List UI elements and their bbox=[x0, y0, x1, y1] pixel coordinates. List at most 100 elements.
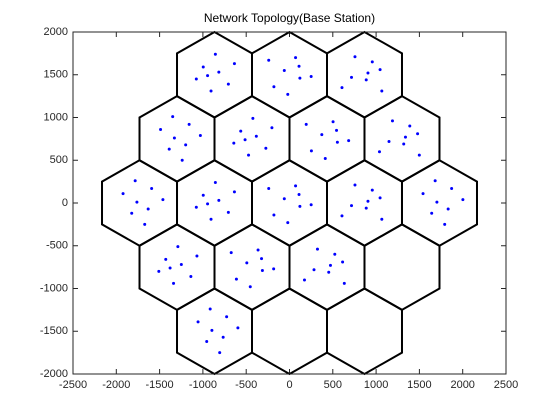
axes-box bbox=[72, 31, 507, 375]
user-point bbox=[194, 77, 198, 81]
user-point bbox=[286, 92, 290, 96]
user-point bbox=[171, 115, 175, 119]
user-point bbox=[416, 132, 420, 136]
user-point bbox=[335, 140, 339, 144]
user-point bbox=[433, 179, 437, 183]
user-point bbox=[229, 251, 233, 255]
user-point bbox=[206, 74, 210, 78]
user-point bbox=[206, 202, 210, 206]
user-point bbox=[302, 278, 306, 282]
user-point bbox=[267, 186, 271, 190]
user-point bbox=[327, 270, 331, 274]
user-point bbox=[380, 217, 384, 221]
user-point bbox=[304, 122, 308, 126]
user-point bbox=[254, 134, 258, 138]
user-point bbox=[239, 129, 243, 133]
user-point bbox=[270, 126, 274, 130]
user-point bbox=[208, 307, 212, 311]
user-point bbox=[201, 65, 205, 69]
user-point bbox=[408, 124, 412, 128]
user-point bbox=[187, 122, 191, 126]
user-point bbox=[364, 206, 368, 210]
x-tick-label: 2000 bbox=[450, 379, 474, 391]
user-point bbox=[267, 58, 271, 62]
user-point bbox=[226, 82, 230, 86]
user-point bbox=[159, 127, 163, 131]
user-point bbox=[312, 268, 316, 272]
user-point bbox=[176, 245, 180, 249]
user-point bbox=[272, 85, 276, 89]
user-point bbox=[297, 64, 301, 68]
user-point bbox=[335, 128, 339, 132]
user-point bbox=[143, 222, 147, 226]
user-point bbox=[402, 142, 406, 146]
user-point bbox=[315, 247, 319, 251]
user-point bbox=[234, 277, 238, 281]
user-point bbox=[248, 285, 252, 289]
user-point bbox=[133, 179, 137, 183]
user-point bbox=[179, 263, 183, 267]
user-point bbox=[309, 74, 313, 78]
user-point bbox=[218, 351, 222, 355]
user-point bbox=[236, 326, 240, 330]
user-point bbox=[210, 328, 214, 332]
user-point bbox=[377, 150, 381, 154]
user-point bbox=[342, 281, 346, 285]
x-tick-label: -1500 bbox=[146, 379, 174, 391]
user-point bbox=[461, 198, 465, 202]
user-point bbox=[450, 186, 454, 190]
user-point bbox=[180, 158, 184, 162]
user-point bbox=[380, 89, 384, 93]
user-point bbox=[157, 269, 161, 273]
y-tick-label: -1000 bbox=[40, 282, 68, 294]
user-point bbox=[366, 71, 370, 75]
user-point bbox=[320, 133, 324, 137]
x-tick-label: -1000 bbox=[189, 379, 217, 391]
y-tick-label: 2000 bbox=[44, 26, 68, 38]
user-point bbox=[272, 213, 276, 217]
user-point bbox=[195, 254, 199, 258]
user-point bbox=[403, 135, 407, 139]
user-point bbox=[340, 214, 344, 218]
user-point bbox=[417, 153, 421, 157]
user-point bbox=[272, 267, 276, 271]
user-point bbox=[232, 141, 236, 145]
user-point bbox=[264, 146, 268, 150]
x-tick-label: 0 bbox=[286, 379, 292, 391]
x-tick-label: 500 bbox=[324, 379, 342, 391]
user-point bbox=[421, 192, 425, 196]
user-point bbox=[172, 136, 176, 140]
user-point bbox=[298, 76, 302, 80]
x-tick-label: 1000 bbox=[364, 379, 388, 391]
user-point bbox=[213, 180, 217, 184]
x-tick-label: 1500 bbox=[407, 379, 431, 391]
x-tick-label: -2500 bbox=[59, 379, 87, 391]
user-point bbox=[378, 68, 382, 72]
user-point bbox=[209, 89, 213, 93]
user-point bbox=[331, 120, 335, 124]
y-tick-label: 0 bbox=[62, 197, 68, 209]
user-point bbox=[366, 199, 370, 203]
user-point bbox=[341, 260, 345, 264]
x-tick-label: 2500 bbox=[494, 379, 518, 391]
user-point bbox=[205, 340, 209, 344]
user-point bbox=[260, 257, 264, 261]
user-point bbox=[167, 147, 171, 151]
user-point bbox=[333, 252, 337, 256]
user-point bbox=[146, 207, 150, 211]
user-point bbox=[370, 188, 374, 192]
user-point bbox=[184, 143, 188, 147]
y-tick-label: 1000 bbox=[44, 111, 68, 123]
y-tick-label: -500 bbox=[46, 240, 68, 252]
user-point bbox=[282, 68, 286, 72]
user-point bbox=[201, 193, 205, 197]
user-point bbox=[245, 261, 249, 265]
user-point bbox=[390, 119, 394, 123]
user-point bbox=[309, 203, 313, 207]
user-point bbox=[435, 200, 439, 204]
user-point bbox=[309, 149, 313, 153]
user-point bbox=[256, 248, 260, 252]
